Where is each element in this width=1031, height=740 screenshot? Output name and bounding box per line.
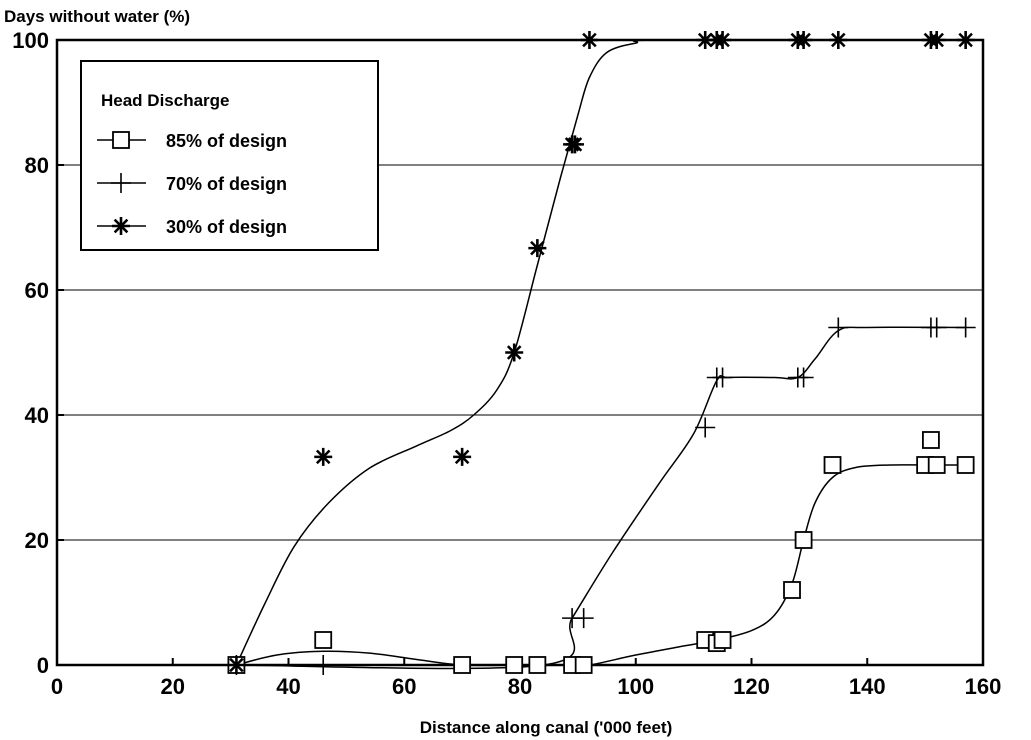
x-tick-label-80: 80 — [508, 674, 532, 699]
point-30-of-design-2 — [453, 447, 472, 466]
legend-label-70-of-design: 70% of design — [166, 174, 287, 194]
point-30-of-design-6 — [565, 135, 584, 154]
legend: Head Discharge 85% of design 70% of desig… — [80, 60, 379, 251]
point-30-of-design-16 — [956, 31, 975, 49]
legend-title: Head Discharge — [101, 91, 230, 110]
point-70-of-design-3 — [573, 608, 594, 629]
point-85-of-design-14 — [922, 431, 940, 449]
asterisk-marker-stroke-3 — [454, 449, 470, 465]
point-85-of-design-16 — [956, 456, 975, 474]
y-tick-label-40: 40 — [25, 403, 49, 428]
square-marker-shape — [112, 131, 130, 149]
point-70-of-design-12 — [955, 317, 976, 338]
x-axis-label: Distance along canal ('000 feet) — [420, 718, 673, 737]
point-30-of-design-15 — [927, 31, 946, 49]
curve-70-of-design — [236, 326, 966, 670]
legend-marker-30-of-design — [112, 217, 130, 235]
asterisk-marker-stroke-3 — [831, 32, 846, 48]
square-marker-shape — [823, 456, 842, 474]
point-85-of-design-12 — [823, 456, 842, 474]
y-tick-label-60: 60 — [25, 278, 49, 303]
point-85-of-design-1 — [314, 631, 333, 649]
square-marker-shape — [713, 631, 732, 649]
point-70-of-design-1 — [313, 655, 334, 675]
y-axis-label: Days without water (%) — [4, 7, 190, 26]
y-tick-label-0: 0 — [37, 653, 49, 678]
point-70-of-design-4 — [695, 417, 716, 438]
asterisk-marker-stroke-3 — [229, 657, 244, 673]
point-70-of-design-11 — [926, 317, 947, 338]
point-85-of-design-6 — [574, 656, 593, 674]
x-tick-label-100: 100 — [617, 674, 654, 699]
asterisk-marker-stroke-3 — [697, 32, 713, 48]
square-marker-shape — [922, 431, 940, 449]
legend-label-30-of-design: 30% of design — [166, 217, 287, 237]
point-70-of-design-8 — [793, 367, 814, 388]
asterisk-marker-stroke-3 — [315, 449, 331, 465]
asterisk-marker-stroke-3 — [582, 32, 597, 48]
legend-box — [80, 60, 379, 251]
legend-marker-70-of-design — [111, 173, 131, 193]
point-70-of-design-6 — [712, 367, 733, 388]
y-tick-label-100: 100 — [12, 28, 49, 53]
square-marker-shape — [528, 656, 547, 674]
point-30-of-design-1 — [314, 447, 333, 466]
point-85-of-design-9 — [713, 631, 732, 649]
asterisk-marker-stroke-3 — [796, 32, 811, 48]
point-30-of-design-10 — [713, 31, 732, 49]
y-tick-label-80: 80 — [25, 153, 49, 178]
square-marker-shape — [783, 581, 801, 599]
point-85-of-design-15 — [927, 456, 946, 474]
square-marker-shape — [314, 631, 333, 649]
point-30-of-design-12 — [794, 31, 813, 49]
asterisk-marker-stroke-3 — [567, 137, 583, 152]
data-markers — [226, 31, 976, 675]
y-tick-label-20: 20 — [25, 528, 49, 553]
x-tick-label-60: 60 — [392, 674, 416, 699]
square-marker-shape — [574, 656, 593, 674]
curve-85-of-design — [236, 464, 966, 667]
point-30-of-design-4 — [528, 239, 547, 258]
legend-entries: 85% of design 70% of design 30% of design — [97, 131, 287, 237]
x-tick-label-160: 160 — [965, 674, 1002, 699]
x-tick-label-120: 120 — [733, 674, 770, 699]
y-axis-ticks: 0 20 40 60 80 100 — [12, 28, 64, 678]
point-30-of-design-3 — [505, 343, 524, 362]
x-axis-ticks: 0 20 40 60 80 100 120 140 160 — [51, 658, 1001, 699]
point-30-of-design-13 — [829, 31, 848, 49]
square-marker-shape — [956, 456, 975, 474]
point-85-of-design-10 — [783, 581, 801, 599]
curve-30-of-design — [235, 39, 966, 666]
square-marker-shape — [927, 456, 946, 474]
point-70-of-design-9 — [828, 317, 849, 338]
x-tick-label-40: 40 — [276, 674, 300, 699]
point-30-of-design-0 — [227, 656, 246, 674]
asterisk-marker-stroke-3 — [929, 32, 944, 48]
legend-marker-85-of-design — [112, 131, 130, 149]
point-30-of-design-7 — [580, 31, 599, 49]
asterisk-marker-stroke-3 — [506, 345, 522, 360]
point-85-of-design-4 — [528, 656, 547, 674]
square-marker-shape — [505, 656, 524, 674]
legend-label-85-of-design: 85% of design — [166, 131, 287, 151]
asterisk-marker-stroke-3 — [715, 32, 730, 48]
x-tick-label-140: 140 — [849, 674, 886, 699]
x-tick-label-0: 0 — [51, 674, 63, 699]
asterisk-marker-stroke-3 — [530, 240, 545, 256]
point-85-of-design-2 — [453, 656, 472, 674]
asterisk-marker-stroke-3 — [958, 32, 973, 48]
asterisk-marker-stroke-3 — [113, 218, 129, 234]
x-tick-label-20: 20 — [161, 674, 185, 699]
point-85-of-design-3 — [505, 656, 524, 674]
square-marker-shape — [453, 656, 472, 674]
square-marker-shape — [794, 531, 813, 549]
point-85-of-design-11 — [794, 531, 813, 549]
